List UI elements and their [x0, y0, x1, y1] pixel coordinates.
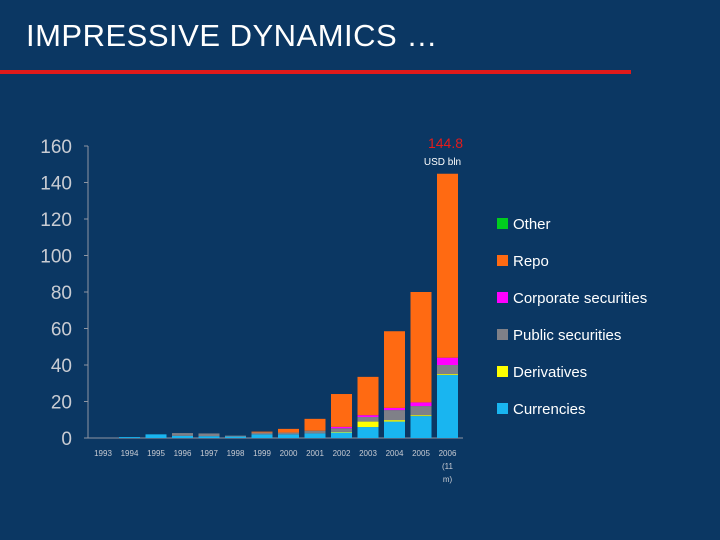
legend-label: Public securities: [513, 327, 621, 344]
bar-segment: [410, 415, 432, 417]
y-tick-label: 120: [40, 210, 72, 231]
x-tick-label: 1994: [121, 449, 139, 458]
y-tick-label: 40: [51, 356, 72, 377]
bar-segment: [304, 430, 326, 434]
bar-segment: [119, 437, 140, 438]
legend-label: Other: [513, 216, 551, 233]
bar-segment: [331, 428, 352, 432]
legend-swatch: [497, 292, 508, 303]
bar-segment: [357, 415, 379, 418]
x-tick-label: 1993: [94, 449, 112, 458]
y-tick-label: 80: [51, 283, 72, 304]
bar-segment: [145, 434, 167, 438]
bar-segment: [357, 417, 379, 422]
bar-segment: [172, 433, 193, 436]
bar-segment: [331, 432, 352, 438]
bar-segment: [278, 432, 299, 435]
bar-segment: [384, 407, 405, 411]
x-category-note: m): [443, 475, 453, 484]
y-tick-label: 60: [51, 320, 72, 341]
bar-segment: [384, 410, 405, 421]
legend-label: Currencies: [513, 401, 586, 418]
bar-segment: [304, 433, 326, 438]
x-tick-label: 1995: [147, 449, 165, 458]
legend-label: Derivatives: [513, 364, 587, 381]
x-tick-label: 1999: [253, 449, 271, 458]
x-tick-label: 2000: [280, 449, 298, 458]
title-divider: [0, 70, 631, 74]
bar-segment: [437, 173, 458, 358]
x-tick-label: 2004: [386, 449, 404, 458]
bar-segment: [384, 331, 405, 408]
x-tick-label: 1998: [227, 449, 245, 458]
bar-segment: [331, 431, 352, 433]
x-tick-label: 2005: [412, 449, 430, 458]
bar-segment: [278, 428, 299, 433]
x-tick-label: 1997: [200, 449, 218, 458]
bar-segment: [198, 433, 220, 437]
bar-segment: [357, 376, 379, 416]
bar-segment: [357, 427, 379, 438]
legend-swatch: [497, 366, 508, 377]
bar-segment: [251, 431, 273, 433]
bar-segment: [410, 292, 432, 403]
x-tick-label: 1996: [174, 449, 192, 458]
bar-segment: [251, 432, 273, 435]
legend-label: Corporate securities: [513, 290, 647, 307]
bar-segment: [437, 365, 458, 375]
bar-segment: [198, 436, 220, 438]
y-tick-label: 140: [40, 174, 72, 195]
legend-swatch: [497, 255, 508, 266]
bar-segment: [437, 357, 458, 365]
bar-segment: [410, 416, 432, 438]
bar-segment: [384, 421, 405, 438]
bar-segment: [225, 436, 246, 438]
x-tick-label: 2001: [306, 449, 324, 458]
bar-segment: [278, 434, 299, 438]
bar-segment: [410, 406, 432, 416]
bar-segment: [437, 375, 458, 438]
legend-label: Repo: [513, 253, 549, 270]
y-tick-label: 20: [51, 393, 72, 414]
unit-annotation: USD bln: [424, 157, 461, 168]
bar-segment: [331, 394, 352, 427]
y-tick-label: 0: [61, 429, 72, 450]
y-tick-label: 160: [40, 137, 72, 158]
bar-segment: [437, 374, 458, 376]
bar-segment: [172, 435, 193, 438]
legend-swatch: [497, 218, 508, 229]
slide-title: IMPRESSIVE DYNAMICS …: [26, 18, 438, 53]
bar-segment: [357, 421, 379, 428]
x-tick-label: 2006: [439, 449, 457, 458]
bar-segment: [251, 434, 273, 438]
x-tick-label: 2003: [359, 449, 377, 458]
x-category-note: (11: [442, 462, 454, 471]
bar-segment: [304, 418, 326, 431]
y-tick-label: 100: [40, 247, 72, 268]
bar-segment: [331, 426, 352, 429]
bar-segment: [410, 402, 432, 407]
x-tick-label: 2002: [333, 449, 351, 458]
bar-segment: [225, 435, 246, 437]
legend-swatch: [497, 403, 508, 414]
total-value-annotation: 144.8: [428, 135, 463, 151]
legend-swatch: [497, 329, 508, 340]
bar-segment: [384, 420, 405, 422]
